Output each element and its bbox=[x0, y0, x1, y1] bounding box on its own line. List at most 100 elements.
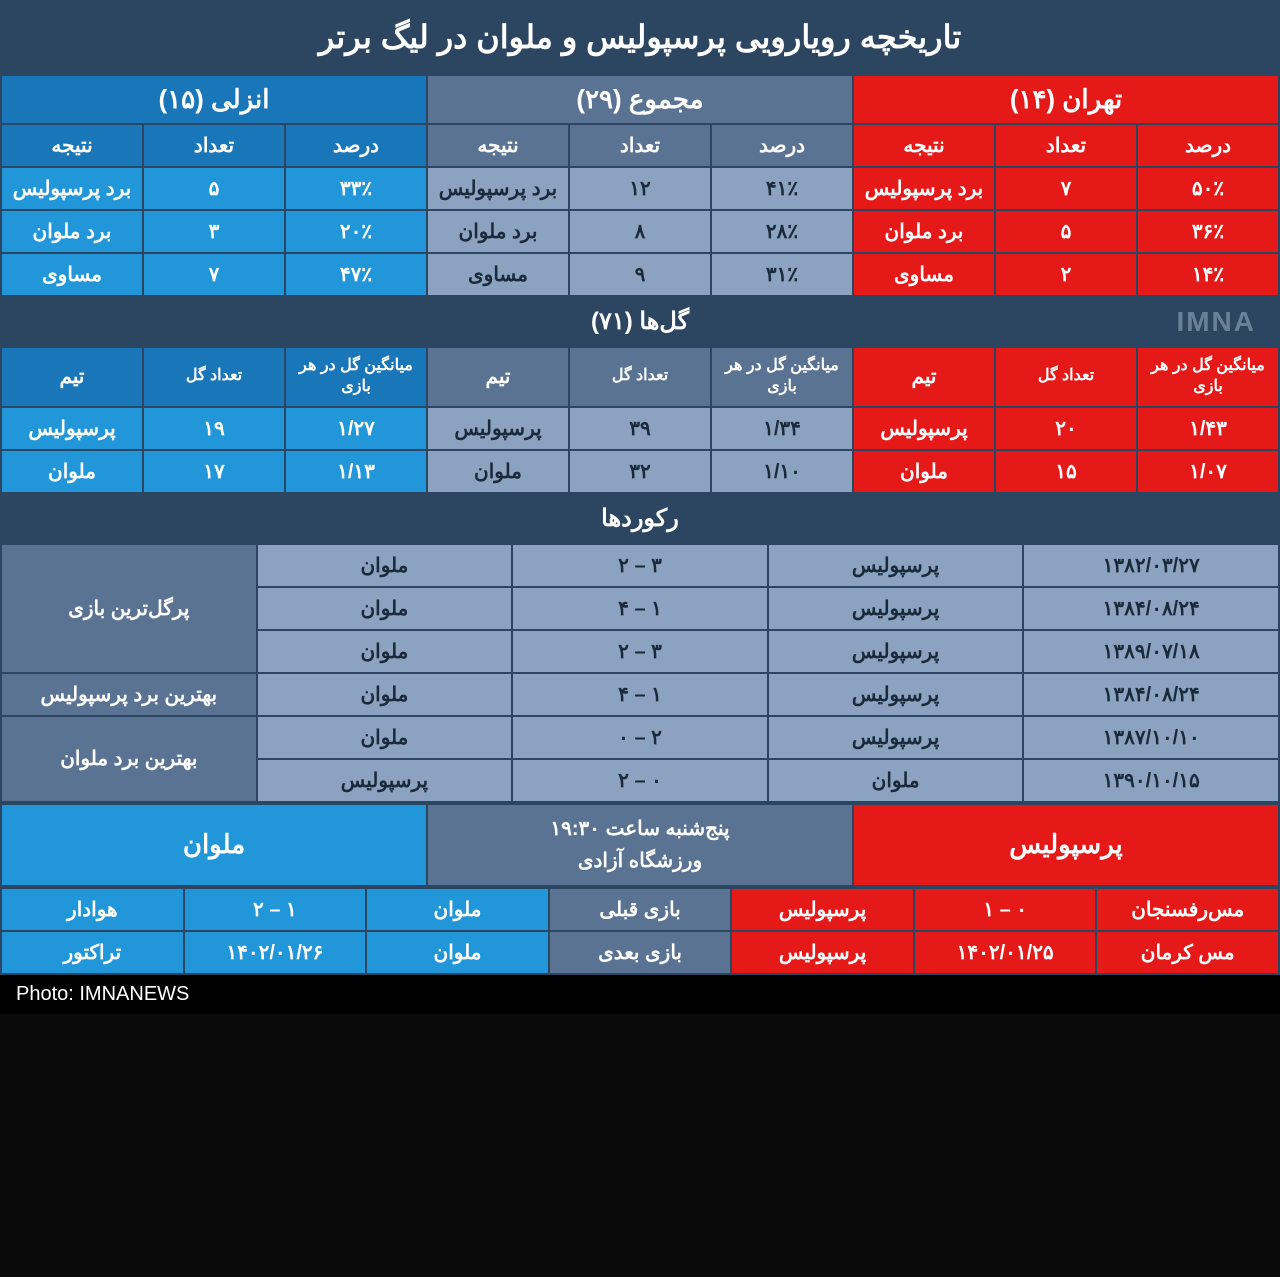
cell: پرسپولیس bbox=[768, 587, 1024, 630]
match-datetime: پنج‌شنبه ساعت ۱۹:۳۰ ورزشگاه آزادی bbox=[427, 804, 853, 886]
cell: ۰ – ۲ bbox=[512, 759, 768, 802]
cell: ملوان bbox=[257, 544, 513, 587]
next-label: بازی بعدی bbox=[549, 931, 732, 974]
col-percent: درصد bbox=[1137, 124, 1279, 167]
goals-section-header: گل‌ها (۷۱) IMNA bbox=[0, 297, 1280, 346]
cell: ملوان bbox=[366, 931, 549, 974]
cell: ۲ bbox=[995, 253, 1137, 296]
col-count: تعداد گل bbox=[143, 347, 285, 407]
record-label: بهترین برد پرسپولیس bbox=[1, 673, 257, 716]
cell: ۴۷٪ bbox=[285, 253, 427, 296]
cell: ۱۳۹۰/۱۰/۱۵ bbox=[1023, 759, 1279, 802]
cell: ۱/۱۰ bbox=[711, 450, 853, 493]
cell: ۱۵ bbox=[995, 450, 1137, 493]
col-count: تعداد bbox=[569, 124, 711, 167]
cell: ۱۷ bbox=[143, 450, 285, 493]
stadium-text: ورزشگاه آزادی bbox=[432, 845, 848, 877]
records-section-header: رکوردها bbox=[0, 494, 1280, 543]
cell: ۹ bbox=[569, 253, 711, 296]
cell: ۵۰٪ bbox=[1137, 167, 1279, 210]
col-count: تعداد bbox=[143, 124, 285, 167]
cell: ۰ – ۱ bbox=[914, 888, 1097, 931]
cell: مساوی bbox=[427, 253, 569, 296]
record-label: بهترین برد ملوان bbox=[1, 716, 257, 802]
cell: ۱۳۸۲/۰۳/۲۷ bbox=[1023, 544, 1279, 587]
cell: ۱/۲۷ bbox=[285, 407, 427, 450]
cell: ۳۶٪ bbox=[1137, 210, 1279, 253]
col-result: نتیجه bbox=[427, 124, 569, 167]
cell: ۲۰٪ bbox=[285, 210, 427, 253]
watermark: IMNA bbox=[1176, 306, 1256, 338]
team-persepolis: پرسپولیس bbox=[853, 804, 1279, 886]
col-avg: میانگین گل در هر بازی bbox=[711, 347, 853, 407]
cell: پرسپولیس bbox=[731, 888, 914, 931]
cell: ملوان bbox=[257, 673, 513, 716]
prev-label: بازی قبلی bbox=[549, 888, 732, 931]
cell: ۴۱٪ bbox=[711, 167, 853, 210]
cell: ۱۴۰۲/۰۱/۲۶ bbox=[184, 931, 367, 974]
anzali-header: انزلی (۱۵) bbox=[1, 75, 427, 124]
cell: ۸ bbox=[569, 210, 711, 253]
cell: ملوان bbox=[257, 587, 513, 630]
cell: ۱/۱۳ bbox=[285, 450, 427, 493]
cell: ۱ – ۴ bbox=[512, 673, 768, 716]
record-label: پرگل‌ترین بازی bbox=[1, 544, 257, 673]
tehran-header: تهران (۱۴) bbox=[853, 75, 1279, 124]
cell: ۱۴٪ bbox=[1137, 253, 1279, 296]
cell: برد پرسپولیس bbox=[1, 167, 143, 210]
cell: پرسپولیس bbox=[1, 407, 143, 450]
col-team: تیم bbox=[427, 347, 569, 407]
cell: ۱ – ۲ bbox=[184, 888, 367, 931]
cell: ۳۱٪ bbox=[711, 253, 853, 296]
cell: پرسپولیس bbox=[853, 407, 995, 450]
cell: ۱/۳۴ bbox=[711, 407, 853, 450]
cell: ۱۲ bbox=[569, 167, 711, 210]
cell: ۱ – ۴ bbox=[512, 587, 768, 630]
cell: برد پرسپولیس bbox=[427, 167, 569, 210]
cell: ۷ bbox=[995, 167, 1137, 210]
cell: ۱/۰۷ bbox=[1137, 450, 1279, 493]
datetime-text: پنج‌شنبه ساعت ۱۹:۳۰ bbox=[432, 813, 848, 845]
cell: ملوان bbox=[853, 450, 995, 493]
cell: برد ملوان bbox=[427, 210, 569, 253]
cell: پرسپولیس bbox=[768, 630, 1024, 673]
schedule-table: مس‌رفسنجان ۰ – ۱ پرسپولیس بازی قبلی ملوا… bbox=[0, 887, 1280, 975]
col-avg: میانگین گل در هر بازی bbox=[1137, 347, 1279, 407]
main-title: تاریخچه رویارویی پرسپولیس و ملوان در لیگ… bbox=[0, 0, 1280, 74]
cell: پرسپولیس bbox=[731, 931, 914, 974]
infographic-container: تاریخچه رویارویی پرسپولیس و ملوان در لیگ… bbox=[0, 0, 1280, 975]
cell: ۵ bbox=[143, 167, 285, 210]
cell: ۲۰ bbox=[995, 407, 1137, 450]
cell: ملوان bbox=[257, 716, 513, 759]
cell: ۱۳۸۴/۰۸/۲۴ bbox=[1023, 587, 1279, 630]
team-malavan: ملوان bbox=[1, 804, 427, 886]
cell: ملوان bbox=[427, 450, 569, 493]
cell: ملوان bbox=[366, 888, 549, 931]
cell: مساوی bbox=[853, 253, 995, 296]
cell: ۳ – ۲ bbox=[512, 544, 768, 587]
cell: ۳ – ۲ bbox=[512, 630, 768, 673]
cell: ۱۳۸۴/۰۸/۲۴ bbox=[1023, 673, 1279, 716]
cell: ۱۹ bbox=[143, 407, 285, 450]
cell: ۱۳۸۹/۰۷/۱۸ bbox=[1023, 630, 1279, 673]
cell: ۳۹ bbox=[569, 407, 711, 450]
goals-title: گل‌ها (۷۱) bbox=[591, 308, 689, 335]
cell: ۳۳٪ bbox=[285, 167, 427, 210]
cell: ۳۲ bbox=[569, 450, 711, 493]
cell: ملوان bbox=[1, 450, 143, 493]
total-header: مجموع (۲۹) bbox=[427, 75, 853, 124]
cell: مساوی bbox=[1, 253, 143, 296]
cell: ۷ bbox=[143, 253, 285, 296]
cell: ۵ bbox=[995, 210, 1137, 253]
cell: پرسپولیس bbox=[768, 716, 1024, 759]
cell: پرسپولیس bbox=[257, 759, 513, 802]
col-team: تیم bbox=[853, 347, 995, 407]
cell: مس کرمان bbox=[1096, 931, 1279, 974]
cell: پرسپولیس bbox=[427, 407, 569, 450]
cell: پرسپولیس bbox=[768, 673, 1024, 716]
col-result: نتیجه bbox=[1, 124, 143, 167]
cell: ملوان bbox=[257, 630, 513, 673]
cell: برد ملوان bbox=[1, 210, 143, 253]
cell: مس‌رفسنجان bbox=[1096, 888, 1279, 931]
photo-credit: Photo: IMNANEWS bbox=[0, 975, 1280, 1014]
